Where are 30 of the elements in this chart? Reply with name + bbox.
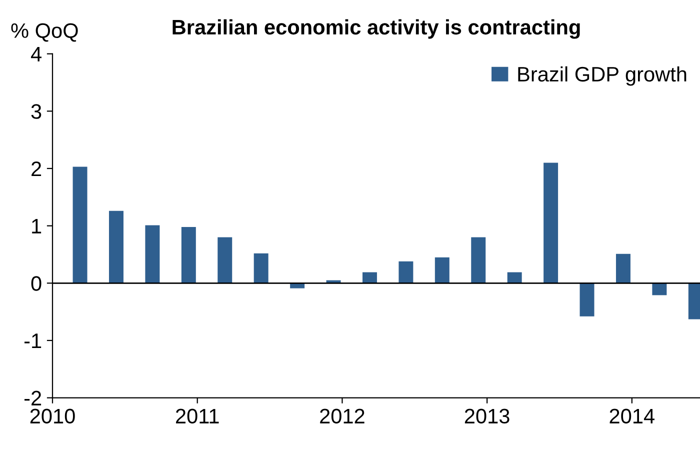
bar (181, 226, 196, 284)
bar (218, 237, 232, 284)
y-axis-title: % QoQ (11, 23, 78, 42)
bar (145, 225, 160, 284)
bar (507, 272, 522, 284)
y-tick-label: 4 (30, 47, 42, 62)
bar (254, 253, 268, 284)
x-tick-label: 2013 (464, 408, 510, 424)
bar (471, 237, 486, 284)
y-tick-label: 2 (32, 161, 42, 176)
y-tick-label: -2 (24, 390, 42, 406)
x-tick-label: 2012 (320, 408, 364, 424)
y-tick-label: 1 (32, 219, 42, 234)
x-tick-label: 2010 (30, 408, 75, 424)
bar (544, 162, 558, 284)
y-tick-label: 0 (31, 276, 42, 291)
bar (652, 283, 667, 296)
legend-label: Brazil GDP growth (518, 66, 686, 86)
chart-title: Brazilian economic activity is contracting (172, 19, 580, 39)
bar (616, 254, 630, 284)
bar (434, 257, 450, 284)
bar (580, 283, 594, 316)
y-tick-label: -1 (24, 334, 42, 348)
bar (398, 261, 414, 284)
x-tick-label: 2014 (610, 408, 654, 424)
bar (108, 210, 124, 284)
x-tick-label: 2011 (176, 408, 219, 424)
bar (362, 272, 377, 284)
bar (72, 166, 88, 284)
y-tick-label: 3 (31, 104, 42, 119)
